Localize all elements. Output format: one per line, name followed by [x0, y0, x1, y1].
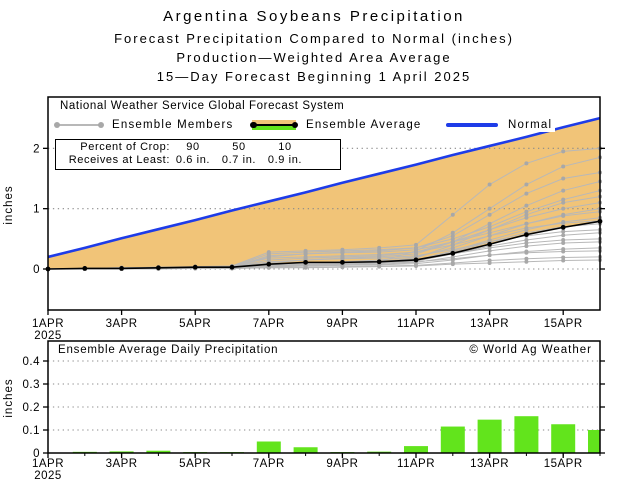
crop-amount-90: 0.6 in.	[175, 154, 211, 166]
crop-probability-table: Percent of Crop: 90 50 10 Receives at Le…	[55, 139, 341, 170]
svg-text:7APR: 7APR	[253, 318, 285, 330]
top-chart-frame	[47, 96, 601, 311]
daily-bars	[48, 416, 600, 453]
page-title: Argentina Soybeans Precipitation	[163, 8, 465, 25]
svg-text:11APR: 11APR	[397, 318, 435, 330]
ensemble-average-series	[45, 218, 603, 272]
cumulative-chart: 0 1 2 1APR 3APR 5APR 7APR 9APR 11APR 13APR 15APR 20…	[32, 96, 605, 342]
ensemble-average-label: Ensemble Average	[303, 118, 425, 132]
normal-label: Normal	[505, 118, 556, 132]
svg-text:15APR: 15APR	[544, 458, 583, 470]
svg-text:3APR: 3APR	[106, 318, 138, 330]
deficit-area	[48, 118, 600, 269]
crop-percent-50: 50	[232, 141, 246, 153]
svg-text:5APR: 5APR	[179, 458, 211, 470]
page-subtitle-1: Forecast Precipitation Compared to Norma…	[114, 31, 514, 46]
normal-series	[47, 116, 601, 259]
svg-text:0: 0	[33, 264, 40, 276]
legend-ensemble-average: Ensemble Average	[250, 117, 425, 133]
svg-text:2025: 2025	[34, 470, 62, 482]
svg-text:13APR: 13APR	[470, 458, 509, 470]
ensemble-members-line-icon	[54, 122, 104, 128]
ensemble-average-line-icon	[250, 119, 298, 131]
bottom-y-axis-title: inches	[3, 378, 15, 418]
crop-table-row-percent: Percent of Crop: 90 50 10	[56, 141, 340, 154]
deficit-fill-swatch	[252, 119, 296, 124]
svg-text:0.4: 0.4	[23, 356, 41, 368]
svg-text:1APR: 1APR	[32, 318, 64, 330]
svg-text:9APR: 9APR	[326, 318, 358, 330]
legend-normal: Normal	[446, 117, 556, 133]
svg-text:2: 2	[33, 143, 40, 155]
bottom-chart-frame	[47, 340, 601, 454]
copyright-label: © World Ag Weather	[469, 344, 592, 356]
crop-amount-50: 0.7 in.	[221, 154, 257, 166]
normal-line-icon	[446, 123, 498, 127]
svg-text:9APR: 9APR	[326, 458, 358, 470]
svg-text:0: 0	[33, 448, 40, 460]
crop-amount-label: Receives at Least:	[68, 154, 170, 166]
svg-text:7APR: 7APR	[253, 458, 285, 470]
crop-percent-90: 90	[186, 141, 200, 153]
svg-text:1APR: 1APR	[32, 458, 64, 470]
svg-text:2025: 2025	[34, 330, 62, 342]
crop-percent-label: Percent of Crop:	[80, 141, 170, 153]
top-y-axis-title: inches	[3, 185, 15, 225]
crop-amount-10: 0.9 in.	[267, 154, 303, 166]
svg-text:11APR: 11APR	[397, 458, 435, 470]
average-line-swatch	[250, 121, 298, 129]
bottom-chart-title: Ensemble Average Daily Precipitation	[58, 344, 279, 356]
surplus-fill-swatch	[252, 125, 296, 131]
svg-text:13APR: 13APR	[470, 318, 509, 330]
page-subtitle-3: 15—Day Forecast Beginning 1 April 2025	[156, 69, 472, 84]
crop-table-row-amount: Receives at Least: 0.6 in. 0.7 in. 0.9 i…	[56, 154, 340, 167]
page-subtitle-2: Production—Weighted Area Average	[176, 50, 452, 65]
svg-text:1: 1	[33, 204, 40, 216]
legend-ensemble-members: Ensemble Members	[54, 117, 237, 133]
ensemble-members-label: Ensemble Members	[109, 118, 237, 132]
legend-header: National Weather Service Global Forecast…	[58, 100, 347, 112]
svg-text:0.2: 0.2	[23, 402, 41, 414]
svg-text:3APR: 3APR	[106, 458, 138, 470]
daily-bar-chart: 0 0.1 0.2 0.3 0.4 1APR 3APR 5APR 7APR 9APR 11APR 13…	[23, 340, 605, 482]
svg-text:0.1: 0.1	[23, 425, 41, 437]
svg-text:0.3: 0.3	[23, 379, 41, 391]
svg-text:5APR: 5APR	[179, 318, 211, 330]
svg-text:15APR: 15APR	[544, 318, 583, 330]
crop-percent-10: 10	[278, 141, 292, 153]
